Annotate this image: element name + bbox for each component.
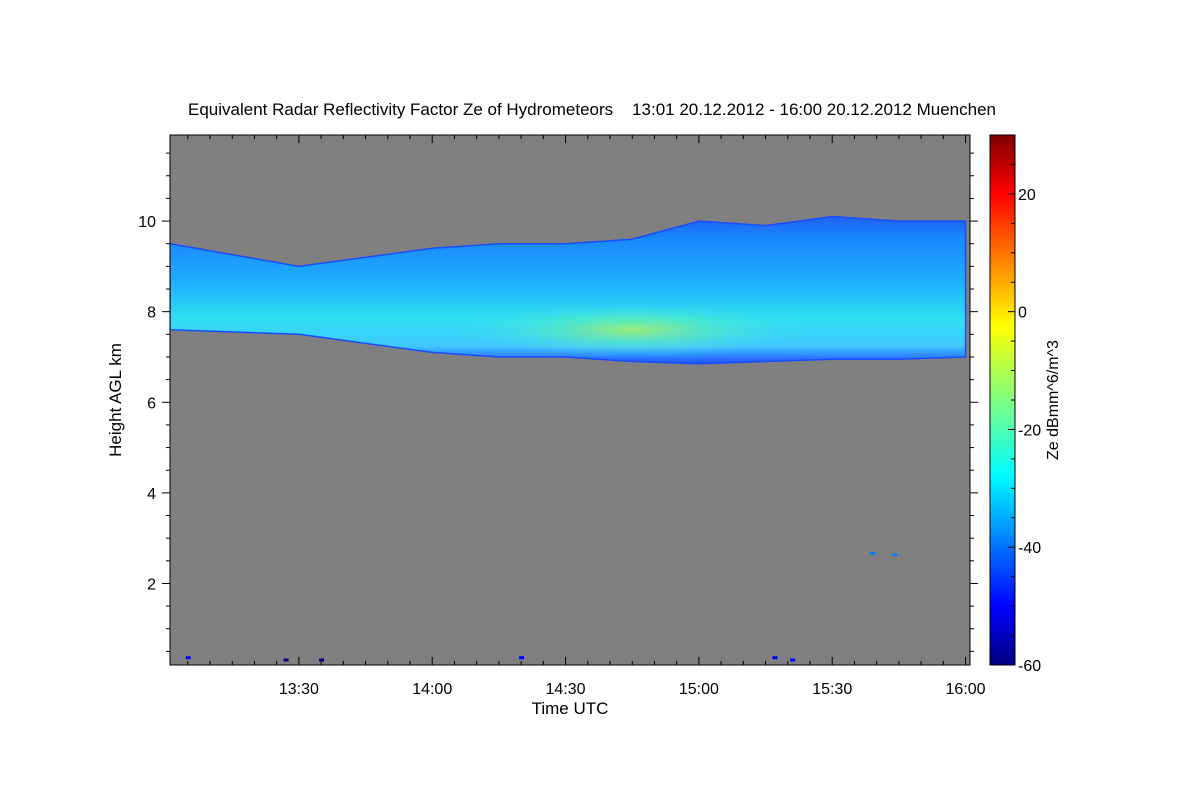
y-axis: 2 4 6 8 10: [138, 152, 978, 652]
echo-point: [892, 553, 898, 557]
y-tick-label: 10: [138, 214, 156, 231]
x-tick-label: 15:00: [679, 681, 719, 698]
echo-point: [870, 552, 876, 556]
x-tick-label: 13:30: [279, 681, 319, 698]
cloud-core: [462, 301, 803, 358]
chart-title: Equivalent Radar Reflectivity Factor Ze …: [188, 100, 996, 119]
y-axis-label: Height AGL km: [106, 343, 125, 457]
x-tick-label: 16:00: [946, 681, 986, 698]
colorbar-tick-label: 0: [1018, 305, 1027, 322]
colorbar-label: Ze dBmm^6/m^3: [1045, 340, 1062, 460]
echo-point: [283, 658, 289, 662]
plot-background: [170, 135, 970, 665]
x-axis: 13:30 14:00 14:30 15:00 15:30 16:00: [187, 135, 986, 698]
x-axis-label: Time UTC: [532, 699, 609, 718]
y-tick-label: 4: [147, 486, 156, 503]
y-tick-label: 2: [147, 576, 156, 593]
echo-point: [790, 658, 796, 662]
echo-point: [519, 656, 525, 660]
echo-point: [319, 658, 325, 662]
plot-frame: [169, 134, 971, 666]
y-tick-label: 8: [147, 305, 156, 322]
colorbar-tick-label: -40: [1018, 540, 1041, 557]
x-tick-label: 14:30: [546, 681, 586, 698]
echo-point: [772, 656, 778, 660]
colorbar-tick-label: -20: [1018, 422, 1041, 439]
colorbar-tick-label: -60: [1018, 658, 1041, 675]
x-tick-label: 14:00: [412, 681, 452, 698]
data-layer: [170, 215, 967, 662]
colorbar-tick-label: 20: [1018, 187, 1036, 204]
y-tick-label: 6: [147, 395, 156, 412]
colorbar-ticks: 20 0 -20 -40 -60: [1008, 134, 1041, 675]
echo-point: [185, 656, 191, 660]
x-tick-label: 15:30: [812, 681, 852, 698]
